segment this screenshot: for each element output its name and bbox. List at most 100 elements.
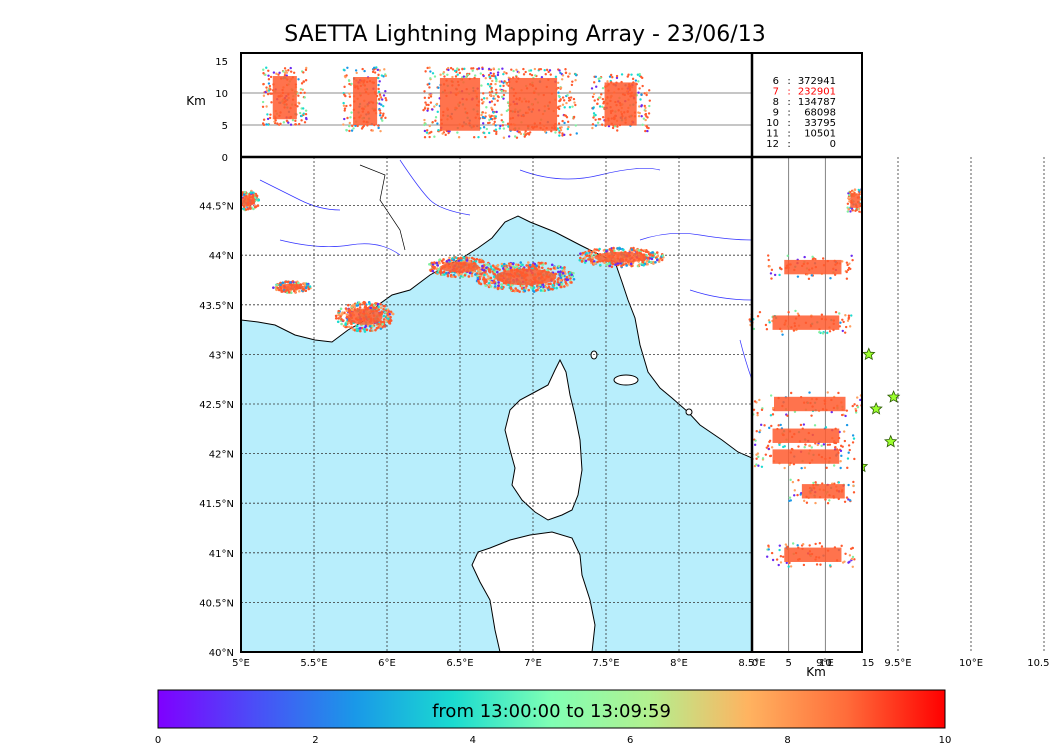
lightning-point [262, 72, 265, 75]
lightning-point [877, 443, 880, 446]
lightning-point [656, 254, 660, 258]
lightning-point [885, 436, 888, 439]
lightning-point [899, 434, 902, 437]
lightning-point [899, 436, 902, 439]
lightning-point [509, 266, 513, 270]
lightning-point [891, 466, 894, 469]
lightning-point [384, 116, 387, 120]
lightning-point [889, 496, 892, 499]
lightning-point [882, 499, 885, 502]
lightning-point [895, 449, 898, 452]
lightning-point [520, 287, 524, 290]
lightning-point [880, 559, 883, 562]
lightning-point [884, 464, 887, 467]
lightning-point [605, 263, 608, 266]
lightning-point [873, 488, 876, 491]
lightning-point [502, 127, 506, 130]
lightning-point [893, 483, 896, 486]
lightning-point [484, 284, 487, 287]
lightning-point [285, 71, 289, 74]
lightning-point [863, 562, 866, 565]
lightning-point [902, 463, 905, 466]
lightning-point [912, 485, 915, 488]
lightning-point [904, 481, 907, 484]
lightning-point [863, 401, 866, 404]
lightning-point [881, 563, 884, 566]
lightning-point [556, 127, 560, 130]
lightning-point [569, 96, 573, 99]
lightning-point [879, 442, 882, 445]
lightning-point [483, 271, 487, 274]
lightning-point [431, 108, 434, 111]
lightning-point [874, 470, 877, 473]
lightning-point [866, 409, 869, 412]
lightning-point [894, 416, 897, 419]
lightning-point [876, 421, 879, 424]
lightning-point [364, 324, 368, 328]
lightning-point [879, 459, 882, 462]
lightning-point [257, 198, 260, 201]
lightning-point [878, 416, 881, 419]
lightning-point [438, 258, 442, 261]
lightning-point [347, 321, 351, 325]
lightning-point [870, 467, 873, 470]
lightning-point [865, 445, 868, 448]
lightning-point [904, 414, 907, 417]
lightning-point [871, 452, 874, 455]
lightning-point [906, 417, 909, 420]
lightning-point [425, 129, 429, 132]
lightning-point [886, 435, 889, 438]
lightning-point [389, 319, 393, 322]
lightning-point [515, 265, 519, 268]
lightning-point [884, 475, 887, 478]
lightning-point [507, 135, 511, 138]
lightning-point [891, 491, 894, 494]
lightning-point [377, 124, 380, 127]
lightning-point [592, 260, 596, 263]
lightning-point [337, 317, 340, 320]
lightning-point [873, 559, 876, 562]
lightning-point [887, 428, 890, 431]
lightning-point [885, 412, 888, 415]
lightning-point [870, 397, 873, 400]
lightning-point [507, 283, 510, 287]
lightning-point [873, 434, 876, 437]
lightning-point [864, 446, 867, 449]
lightning-point [349, 104, 352, 107]
lightning-point [903, 464, 906, 467]
lightning-point [380, 320, 383, 324]
lightning-point [888, 422, 891, 425]
lightning-point [874, 484, 877, 487]
lightning-point [341, 311, 344, 314]
lightning-point [900, 408, 903, 411]
lightning-point [871, 465, 874, 468]
lightning-point [872, 424, 875, 427]
lightning-point [371, 70, 375, 74]
lightning-point [563, 285, 566, 288]
lightning-point [891, 476, 894, 479]
lightning-point [481, 259, 484, 263]
lightning-point [864, 410, 867, 413]
lightning-point [895, 435, 898, 438]
lightning-point [884, 426, 887, 429]
lightning-core [347, 308, 383, 325]
lightning-point [871, 468, 874, 471]
lightning-point [892, 450, 895, 453]
lightning-point [449, 66, 453, 70]
lightning-point [343, 311, 346, 315]
lightning-point [904, 448, 907, 451]
lightning-point [892, 420, 895, 423]
lightning-point [905, 453, 908, 456]
lightning-point [904, 483, 907, 486]
map-source-cluster [334, 300, 395, 333]
lightning-point [883, 549, 886, 552]
lightning-point [428, 262, 431, 266]
lightning-point [887, 409, 890, 412]
lightning-core [280, 283, 304, 291]
lightning-point [873, 433, 876, 436]
lightning-point [429, 101, 433, 104]
lightning-point [889, 446, 892, 449]
lightning-point [485, 272, 489, 276]
lightning-point [880, 440, 883, 443]
lightning-point [485, 106, 488, 109]
